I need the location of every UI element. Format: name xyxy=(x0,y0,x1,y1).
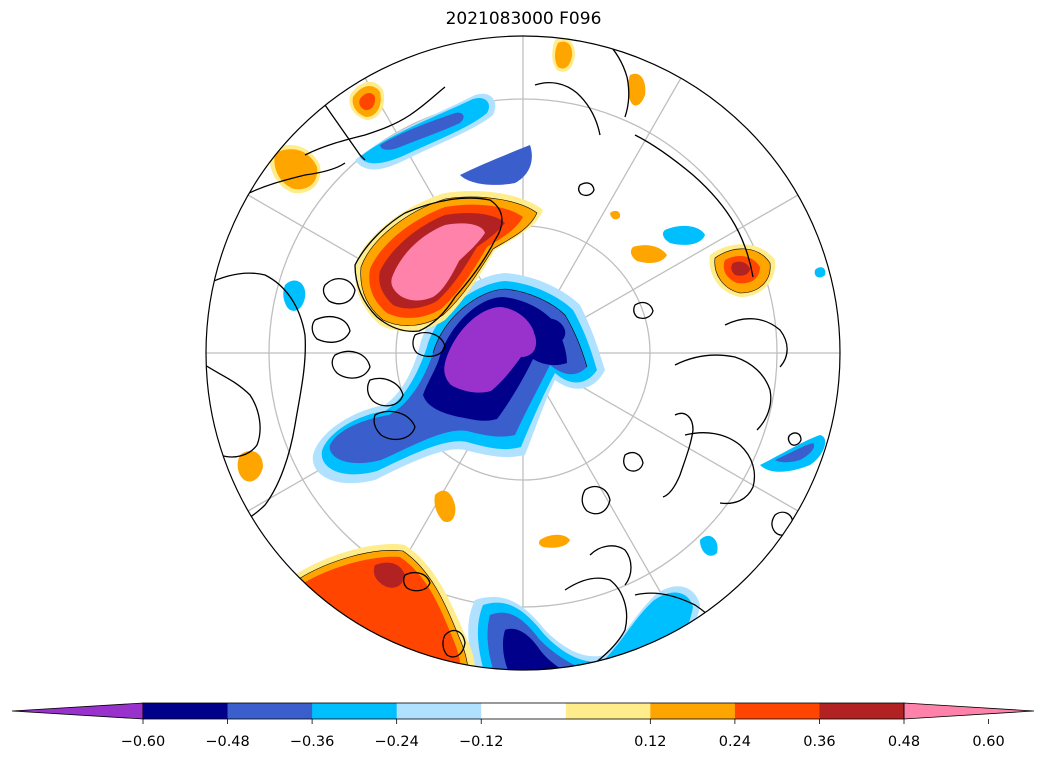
colorbar-ticks xyxy=(142,719,989,724)
meridian-30 xyxy=(522,352,686,636)
colorbar-box xyxy=(312,703,398,719)
coast-alaska-2 xyxy=(244,162,346,196)
polar-map xyxy=(205,35,841,671)
coast-alaska xyxy=(304,86,446,156)
colorbar-tick-label: 0.60 xyxy=(972,734,1005,750)
contour-lines xyxy=(296,196,771,670)
colorbar-tick-label: −0.48 xyxy=(205,734,250,750)
coast-border-alaska xyxy=(324,104,366,161)
pos-lena-orange xyxy=(630,245,667,263)
colorbar-tick-label: −0.36 xyxy=(289,734,335,750)
coast-baffin xyxy=(373,410,416,441)
pos-top2-orange xyxy=(627,73,646,106)
neg-kara xyxy=(700,535,718,556)
neg-bering-royal xyxy=(460,145,532,185)
colorbar-tick-label: −0.12 xyxy=(459,734,504,750)
colorbar-tick-label: 0.12 xyxy=(634,734,667,750)
colorbar-box xyxy=(650,703,736,719)
coast-britain xyxy=(442,629,466,658)
neg-europe-royal xyxy=(775,443,815,463)
colorbar-outline xyxy=(142,702,905,720)
coast-iceland xyxy=(403,572,431,592)
coast-wrangel xyxy=(577,182,595,197)
map-title: 2021083000 F096 xyxy=(445,9,602,29)
colorbar-box xyxy=(734,703,820,719)
colorbar-box xyxy=(396,703,482,719)
coast-north-america xyxy=(206,272,306,541)
pos-top-orange xyxy=(555,41,573,69)
neg-siberia-navy xyxy=(502,628,575,670)
coast-canada-arch-2 xyxy=(311,316,351,343)
coast-canada-arch-1 xyxy=(322,278,356,305)
coast-novaya-zemlya xyxy=(662,412,694,498)
coast-norway xyxy=(589,545,632,586)
pos-chukchi-orange xyxy=(539,534,570,548)
map-boundary xyxy=(205,35,841,671)
pos-atlantic-firebrick xyxy=(373,562,405,588)
colorbar-tick-label: 0.36 xyxy=(803,734,836,750)
coast-canada-arch-4 xyxy=(366,377,404,407)
coast-taymyr xyxy=(724,318,788,368)
neg-labrador xyxy=(283,280,306,311)
pos-yukon-orange xyxy=(274,149,318,190)
colorbar-box xyxy=(227,703,313,719)
pos-greenland-pink xyxy=(391,223,485,301)
neg-scandinavia xyxy=(662,225,705,245)
pos-small-orange xyxy=(610,210,621,220)
pos-barents-orange xyxy=(434,490,456,523)
colorbar-extend-low xyxy=(11,702,144,720)
coastlines xyxy=(206,39,802,666)
colorbar-tick-label: −0.60 xyxy=(120,734,166,750)
coast-chukotka xyxy=(534,82,601,136)
colorbar-tick-label: 0.24 xyxy=(718,734,752,750)
colorbar xyxy=(11,702,1035,724)
coast-ellesmere xyxy=(412,332,446,358)
coast-franz-josef xyxy=(623,452,644,472)
pos-baffin-orange xyxy=(237,451,263,482)
coast-russia-1 xyxy=(674,354,772,431)
neg-alaska-royal xyxy=(380,112,464,150)
neg-east xyxy=(814,267,826,278)
coast-canada-arch-3 xyxy=(331,350,371,379)
colorbar-box xyxy=(481,703,567,719)
coast-scandinavia xyxy=(564,577,628,666)
colorbar-tick-label: 0.48 xyxy=(887,734,921,750)
coast-hudson xyxy=(206,364,261,458)
colorbar-box xyxy=(565,703,651,719)
neg-small-navy xyxy=(533,318,566,346)
coast-greenland xyxy=(354,197,503,333)
coast-new-siberian xyxy=(633,301,654,319)
coast-russia-2 xyxy=(684,432,756,505)
pos-alaska-red xyxy=(359,93,376,111)
coast-baikal xyxy=(787,432,802,446)
neg-polar-purple xyxy=(444,307,537,393)
colorbar-boxes xyxy=(11,702,1035,720)
colorbar-box xyxy=(819,703,905,719)
colorbar-extend-high xyxy=(903,702,1035,720)
colorbar-box xyxy=(143,703,229,719)
positive-anomaly-fields xyxy=(237,38,776,670)
colorbar-tick-label: −0.24 xyxy=(374,734,419,750)
pos-east-firebrick xyxy=(731,261,750,276)
coast-svalbard xyxy=(581,486,611,515)
